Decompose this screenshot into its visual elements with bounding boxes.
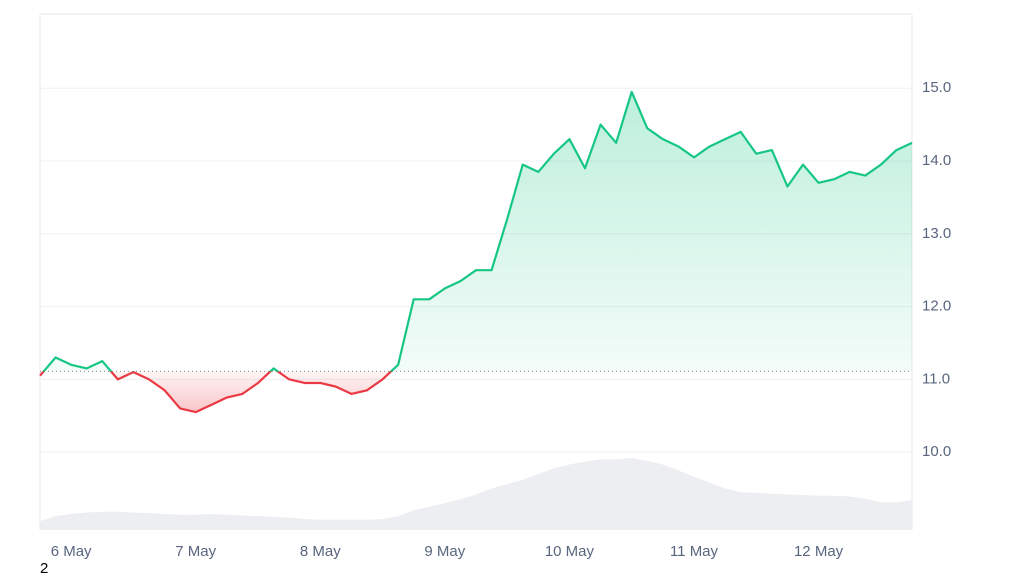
- volume-area: [40, 457, 912, 530]
- x-tick-label: 7 May: [175, 543, 216, 560]
- y-tick-label: 11.0: [922, 370, 950, 387]
- y-tick-label: 12.0: [922, 298, 951, 315]
- y-tick-label: 15.0: [922, 79, 951, 96]
- price-line: [39, 90, 913, 414]
- x-tick-label: 11 May: [670, 543, 719, 560]
- x-tick-label: 10 May: [545, 543, 595, 560]
- price-area: [40, 91, 912, 413]
- y-tick-label: 13.0: [922, 225, 951, 242]
- x-tick-label: 12 May: [794, 543, 844, 560]
- footnote: 2: [40, 560, 48, 576]
- y-tick-label: 10.0: [922, 443, 951, 460]
- x-tick-label: 9 May: [424, 543, 465, 560]
- x-tick-label: 6 May: [51, 543, 92, 560]
- x-tick-label: 8 May: [300, 543, 341, 560]
- y-tick-label: 14.0: [922, 152, 951, 169]
